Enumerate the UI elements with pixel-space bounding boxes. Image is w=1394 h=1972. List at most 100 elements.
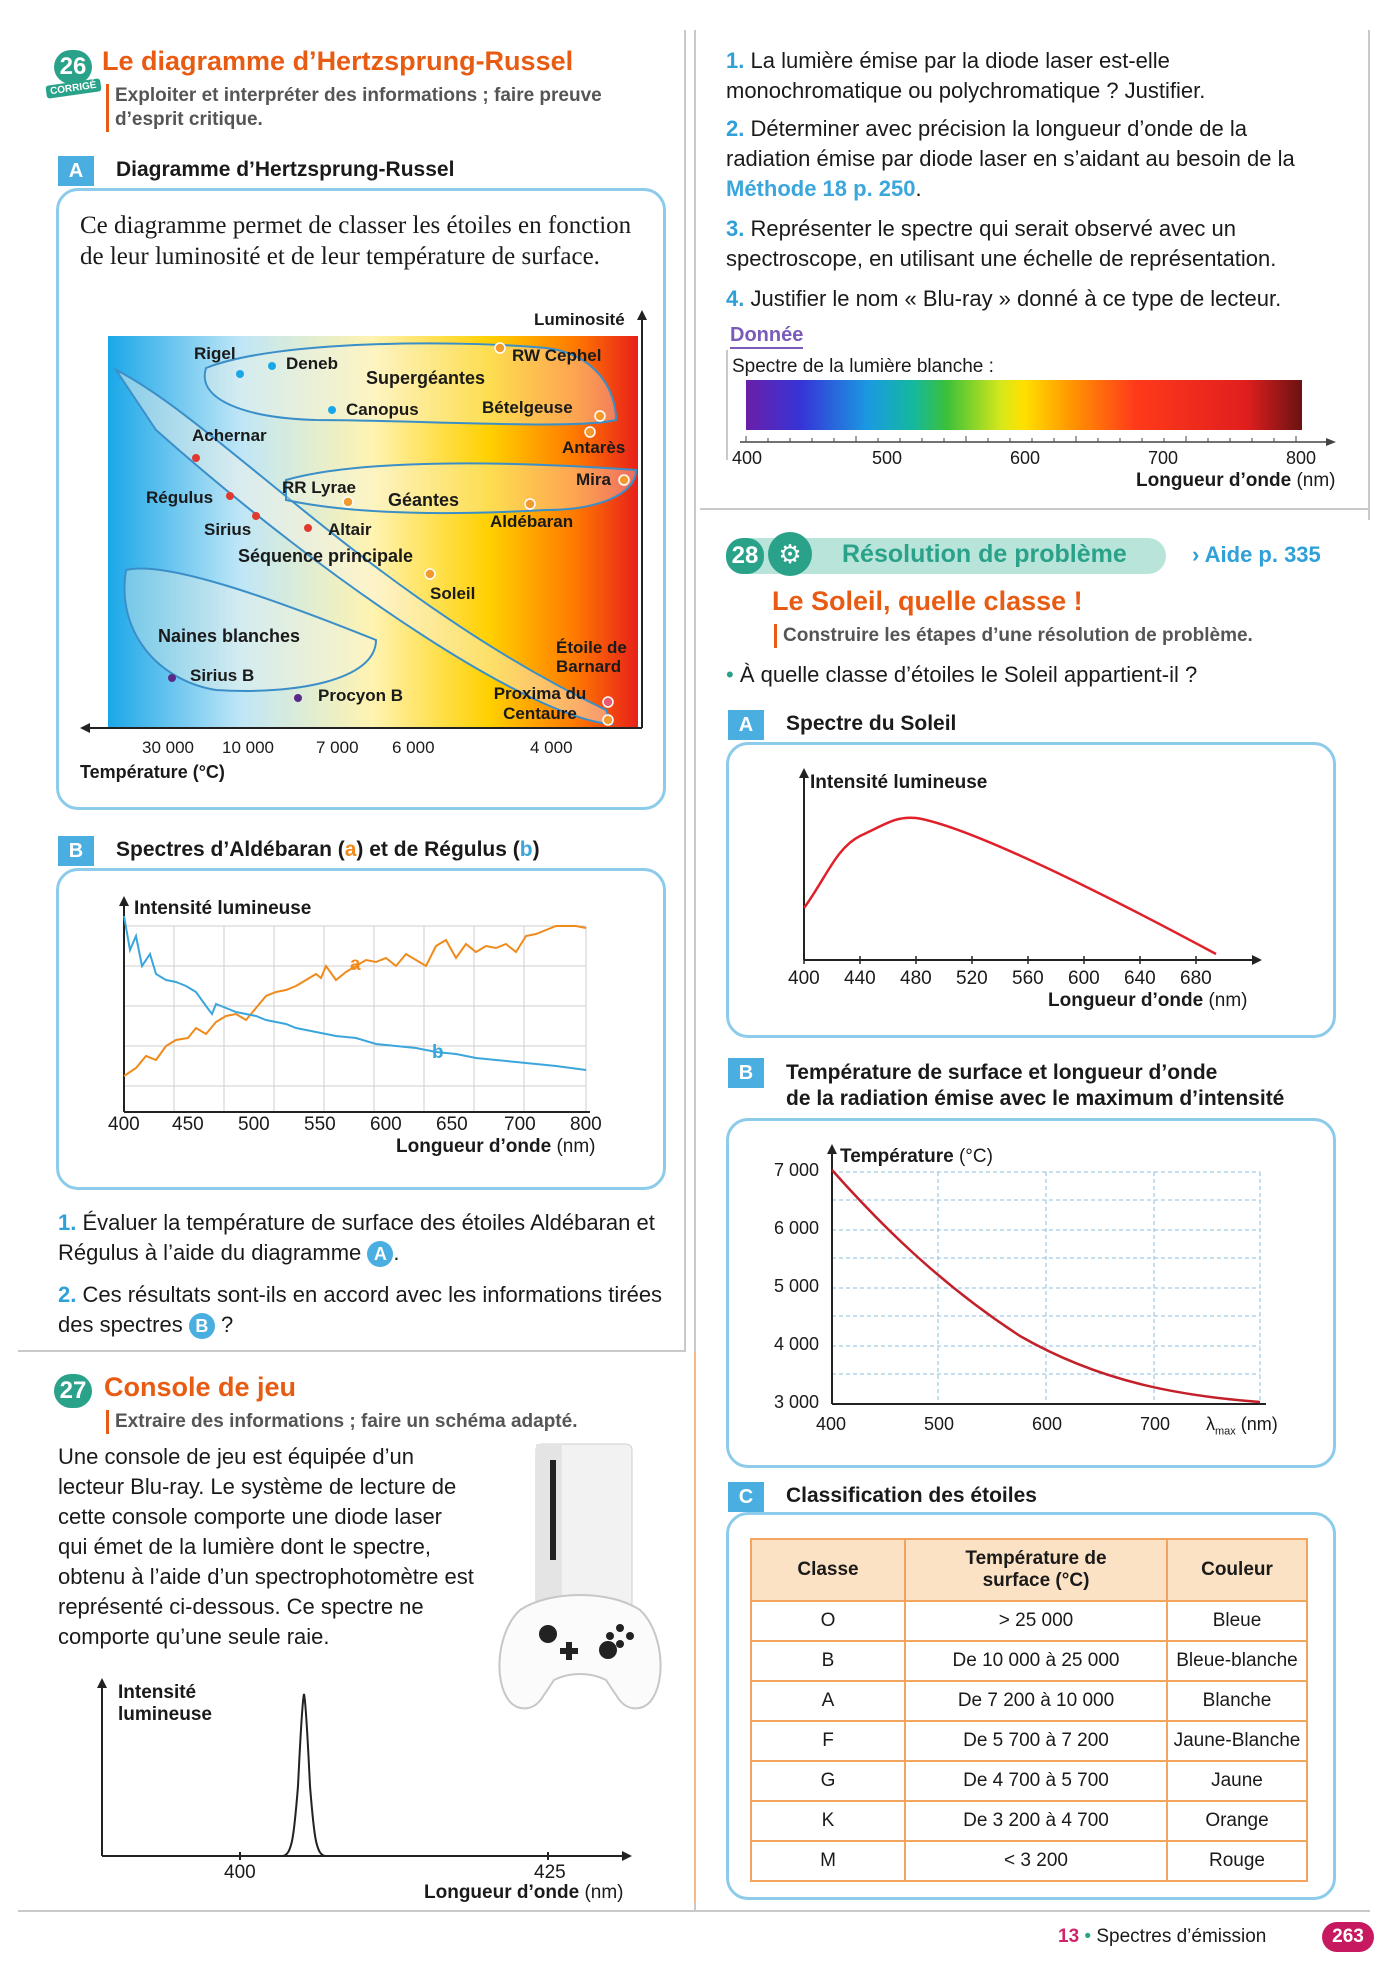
ex28-docC-tab: C [728,1482,764,1512]
wien-y-label: Température (°C) [840,1146,993,1167]
sun-xtick: 560 [1012,968,1044,989]
hr-star-procyonb: Procyon B [318,686,404,705]
ex28-question: • À quelle classe d’étoiles le Soleil ap… [726,662,1198,687]
sun-xtick: 640 [1124,968,1156,989]
ex28-docA-tab: A [728,710,764,740]
hr-star-canopus: Canopus [346,400,419,419]
hr-star-regulus: Régulus [146,488,214,507]
table-row: G De 4 700 à 5 700 Jaune [750,1760,1308,1802]
ex26-docA-tab: A [58,156,94,186]
wien-xtick: 400 [816,1414,847,1434]
ex28-docB-tab: B [728,1058,764,1088]
table-row: K De 3 200 à 4 700 Orange [750,1800,1308,1842]
sun-y-label: Intensité lumineuse [810,772,988,793]
ex26-skill: Exploiter et interpréter des information… [106,84,655,132]
wien-ytick: 4 000 [774,1334,820,1354]
ex26-bottom-rule [18,1350,686,1352]
wien-x-label: λmax (nm) [1206,1414,1278,1438]
ex27-data-left-rule [726,350,728,460]
spectra-xtick: 800 [570,1114,602,1135]
wl-xtick: 400 [732,448,763,468]
sun-xtick: 520 [956,968,988,989]
donnee-caption: Spectre de la lumière blanche : [732,356,994,377]
hr-star-soleil: Soleil [430,584,476,603]
hr-diagram [80,310,647,733]
hr-xtick: 6 000 [392,738,435,757]
spectra-y-label: Intensité lumineuse [134,898,312,919]
ex28-banner-label: Résolution de problème [842,540,1127,568]
hr-group-geantes: Géantes [388,490,460,510]
gear-icon: ⚙ [768,532,812,576]
sun-x-label: Longueur d’onde (nm) [1048,990,1248,1011]
table-row: F De 5 700 à 7 200 Jaune-Blanche [750,1720,1308,1762]
table-header: Couleur [1166,1538,1308,1602]
table-row: M < 3 200 Rouge [750,1840,1308,1882]
wien-ytick: 3 000 [774,1392,820,1412]
ex26-docB-title: Spectres d’Aldébaran (a) et de Régulus (… [116,838,540,861]
column-divider-right [694,30,696,1910]
wien-ytick: 5 000 [774,1276,820,1296]
ex26-question-1: 1. Évaluer la température de surface des… [58,1210,655,1267]
ex28-docB-title: Température de surface et longueur d’ond… [786,1061,1285,1110]
page-right-border [1368,30,1370,520]
hr-star-sirius: Sirius [204,520,252,539]
hr-xtick: 4 000 [530,738,573,757]
sun-xtick: 600 [1068,968,1100,989]
ex27-left-rule [694,1352,696,1902]
spectra-label-a: a [350,954,361,975]
ex27-text: Une console de jeu est équipée d’un lect… [58,1444,474,1649]
wl-xtick: 600 [1010,448,1041,468]
table-row: B De 10 000 à 25 000 Bleue-blanche [750,1640,1308,1682]
table-header: Température de surface (°C) [904,1538,1168,1602]
hr-xtick: 7 000 [316,738,359,757]
table-row: O > 25 000 Bleue [750,1600,1308,1642]
ex27-question-3: 3. Représenter le spectre qui serait obs… [726,216,1277,271]
hr-group-supergeantes: Supergéantes [366,368,486,388]
ex26-docB-tab: B [58,836,94,866]
ex27-number: 27 [54,1374,92,1408]
star-class-table: Classe Température de surface (°C) Coule… [750,1538,1308,1882]
table-row: A De 7 200 à 10 000 Blanche [750,1680,1308,1722]
doc-ref-B[interactable]: B [188,1313,215,1339]
hr-star-siriusb: Sirius B [190,666,255,685]
sun-xtick: 680 [1180,968,1212,989]
hr-star-betelgeuse: Bételgeuse [482,398,573,417]
wl-xtick: 800 [1286,448,1317,468]
spectra-chart [119,896,590,1113]
ex28-number: 28 [726,538,764,574]
doc-ref-A[interactable]: A [367,1241,394,1267]
sun-spectrum-chart [799,768,1262,965]
wien-chart [827,1144,1266,1405]
hr-star-mira: Mira [576,470,611,489]
table-header-row: Classe Température de surface (°C) Coule… [750,1538,1308,1602]
spectra-xtick: 600 [370,1114,402,1135]
spectra-xtick: 400 [108,1114,140,1135]
ex26-question-2: 2. Ces résultats sont-ils en accord avec… [58,1282,663,1339]
ex27-skill: Extraire des informations ; faire un sch… [106,1410,675,1434]
laser-x-label: Longueur d’onde (nm) [424,1882,624,1903]
spectra-xtick: 700 [504,1114,536,1135]
wl-xtick: 700 [1148,448,1179,468]
hr-star-barnard: Étoile de Barnard [556,638,627,676]
ex26-number: 26 [54,50,92,84]
hr-group-naines: Naines blanches [158,626,301,646]
hr-star-proxima: Proxima du Centaure [493,684,587,723]
methode-link[interactable]: Méthode 18 p. 250 [726,176,916,201]
wien-ytick: 7 000 [774,1160,820,1180]
spectra-x-label: Longueur d’onde (nm) [396,1136,596,1157]
ex27-title: Console de jeu [104,1372,297,1402]
hr-star-deneb: Deneb [286,354,338,373]
ex27-question-1: 1. La lumière émise par la diode laser e… [726,48,1206,103]
spectra-xtick: 650 [436,1114,468,1135]
wl-xtick: 500 [872,448,903,468]
corrige-badge: CORRIGÉ [45,78,102,99]
spectra-xtick: 450 [172,1114,204,1135]
ex28-title: Le Soleil, quelle classe ! [772,586,1083,616]
ex28-aide-link[interactable]: › Aide p. 335 [1192,542,1321,567]
column-divider-left [684,30,686,1350]
ex27-question-2: 2. Déterminer avec précision la longueur… [726,116,1295,201]
hr-star-rwcephel: RW Cephel [512,346,602,365]
ex27-data-rule [700,508,1370,510]
hr-temperature-label: Température (°C) [80,762,225,782]
laser-y-label: Intensité lumineuse [118,1682,212,1725]
